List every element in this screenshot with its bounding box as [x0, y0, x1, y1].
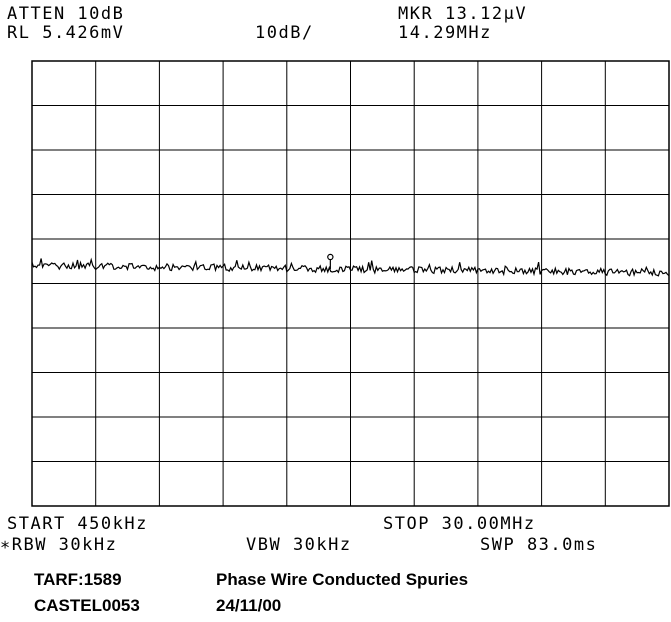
scale-readout: 10dB/: [255, 23, 314, 43]
sweep-time-readout: SWP 83.0ms: [480, 535, 598, 555]
start-frequency: START 450kHz: [7, 514, 148, 534]
atten-readout: ATTEN 10dB: [7, 4, 125, 24]
marker-amplitude-readout: MKR 13.12µV: [398, 4, 528, 24]
test-title: Phase Wire Conducted Spuries: [216, 570, 469, 589]
device-id: CASTEL0053: [34, 596, 140, 615]
graticule-grid: [32, 61, 669, 506]
marker-diamond: [327, 253, 334, 261]
spectrum-trace: [31, 257, 670, 278]
stop-frequency: STOP 30.00MHz: [383, 514, 536, 534]
vbw-readout: VBW 30kHz: [246, 535, 352, 555]
test-reference: TARF:1589: [34, 570, 122, 589]
rbw-readout: ∗RBW 30kHz: [0, 535, 118, 555]
marker-symbol: [327, 253, 334, 269]
marker-frequency-readout: 14.29MHz: [398, 23, 492, 43]
reference-level-readout: RL 5.426mV: [7, 23, 125, 43]
test-date: 24/11/00: [216, 596, 282, 615]
